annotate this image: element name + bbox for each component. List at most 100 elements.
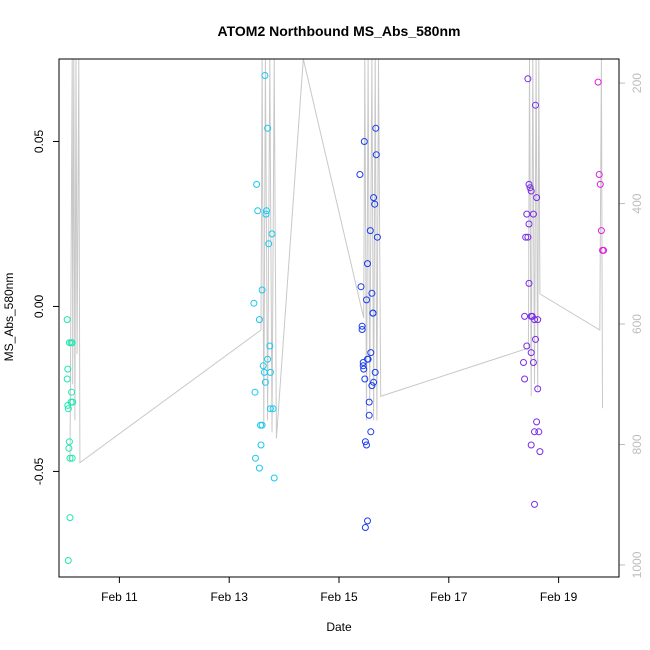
data-point	[532, 335, 539, 343]
data-point	[370, 378, 378, 386]
data-point	[370, 194, 378, 202]
data-point	[531, 428, 538, 436]
data-point	[373, 233, 381, 241]
right-tick-label: 400	[630, 193, 644, 213]
data-point	[261, 378, 269, 386]
data-point	[68, 454, 76, 462]
data-point	[69, 398, 77, 406]
data-point	[359, 362, 367, 370]
data-point	[63, 316, 71, 324]
data-point	[534, 385, 542, 393]
data-points	[63, 72, 608, 564]
data-point	[533, 418, 541, 426]
data-point	[527, 187, 535, 195]
data-point	[521, 375, 529, 383]
depth-trace	[69, 58, 603, 464]
right-tick-label: 1000	[630, 551, 644, 578]
data-point	[529, 359, 537, 366]
data-point	[594, 78, 602, 86]
data-point	[64, 557, 72, 564]
data-point	[520, 359, 527, 366]
data-point	[356, 171, 364, 178]
data-point	[360, 365, 368, 373]
data-point	[535, 428, 543, 436]
data-point	[364, 355, 371, 363]
data-point	[253, 180, 261, 188]
data-point	[600, 246, 608, 254]
data-point	[531, 500, 538, 508]
data-point	[533, 194, 541, 202]
data-point	[257, 441, 265, 449]
data-point	[367, 428, 375, 436]
data-point	[529, 210, 537, 218]
data-point	[524, 233, 532, 241]
data-point	[597, 227, 605, 235]
data-point	[368, 382, 376, 390]
depth-trace-line	[69, 58, 603, 464]
data-point	[262, 210, 270, 218]
data-point	[366, 227, 374, 235]
x-tick-label: Feb 11	[101, 590, 138, 604]
x-tick-label: Feb 15	[320, 590, 358, 604]
data-point	[365, 411, 373, 419]
data-point	[361, 524, 369, 531]
data-point	[263, 207, 270, 215]
data-point	[371, 200, 379, 208]
data-point	[64, 405, 72, 413]
data-point	[365, 398, 373, 406]
data-point	[363, 441, 370, 449]
data-point	[364, 517, 371, 525]
y-tick-label: 0.05	[32, 129, 46, 153]
data-point	[364, 260, 371, 268]
data-point	[264, 124, 272, 132]
data-point	[523, 210, 531, 218]
data-point	[261, 72, 269, 79]
x-tick-label: Feb 17	[430, 590, 468, 604]
right-tick-label: 200	[630, 73, 644, 93]
data-point	[522, 233, 530, 241]
data-point	[369, 309, 377, 317]
chart-title: ATOM2 Northbound MS_Abs_580nm	[218, 23, 461, 39]
data-point	[266, 342, 274, 350]
data-point	[358, 326, 366, 333]
data-point	[254, 207, 262, 215]
data-point	[368, 289, 376, 297]
data-point	[367, 349, 375, 357]
data-point	[523, 342, 531, 350]
data-point	[361, 438, 369, 446]
data-point	[270, 474, 278, 482]
data-point	[363, 296, 370, 304]
data-point	[596, 180, 604, 188]
data-point	[251, 388, 259, 396]
data-point	[525, 180, 533, 188]
right-tick-label: 800	[630, 434, 644, 454]
data-point	[268, 230, 276, 238]
x-axis-label: Date	[326, 620, 352, 634]
data-point	[358, 322, 366, 330]
data-point	[360, 138, 368, 145]
data-point	[524, 75, 532, 83]
data-point	[255, 464, 263, 472]
data-point	[252, 454, 259, 462]
data-point	[68, 339, 76, 347]
y-tick-label: -0.05	[32, 457, 46, 485]
data-point	[258, 286, 266, 294]
data-point	[68, 388, 76, 396]
data-point	[65, 438, 73, 446]
data-point	[63, 375, 71, 383]
data-point	[266, 368, 274, 376]
x-tick-label: Feb 19	[540, 590, 578, 604]
data-point	[265, 240, 273, 248]
data-point	[526, 184, 534, 192]
data-point	[359, 359, 367, 366]
data-point	[527, 441, 535, 449]
data-point	[527, 349, 535, 357]
y-axis-label: MS_Abs_580nm	[2, 273, 16, 362]
data-point	[372, 124, 380, 132]
data-point	[525, 279, 533, 287]
data-point	[269, 405, 277, 413]
data-point	[357, 283, 365, 291]
data-point	[264, 355, 272, 363]
data-point	[266, 405, 274, 413]
